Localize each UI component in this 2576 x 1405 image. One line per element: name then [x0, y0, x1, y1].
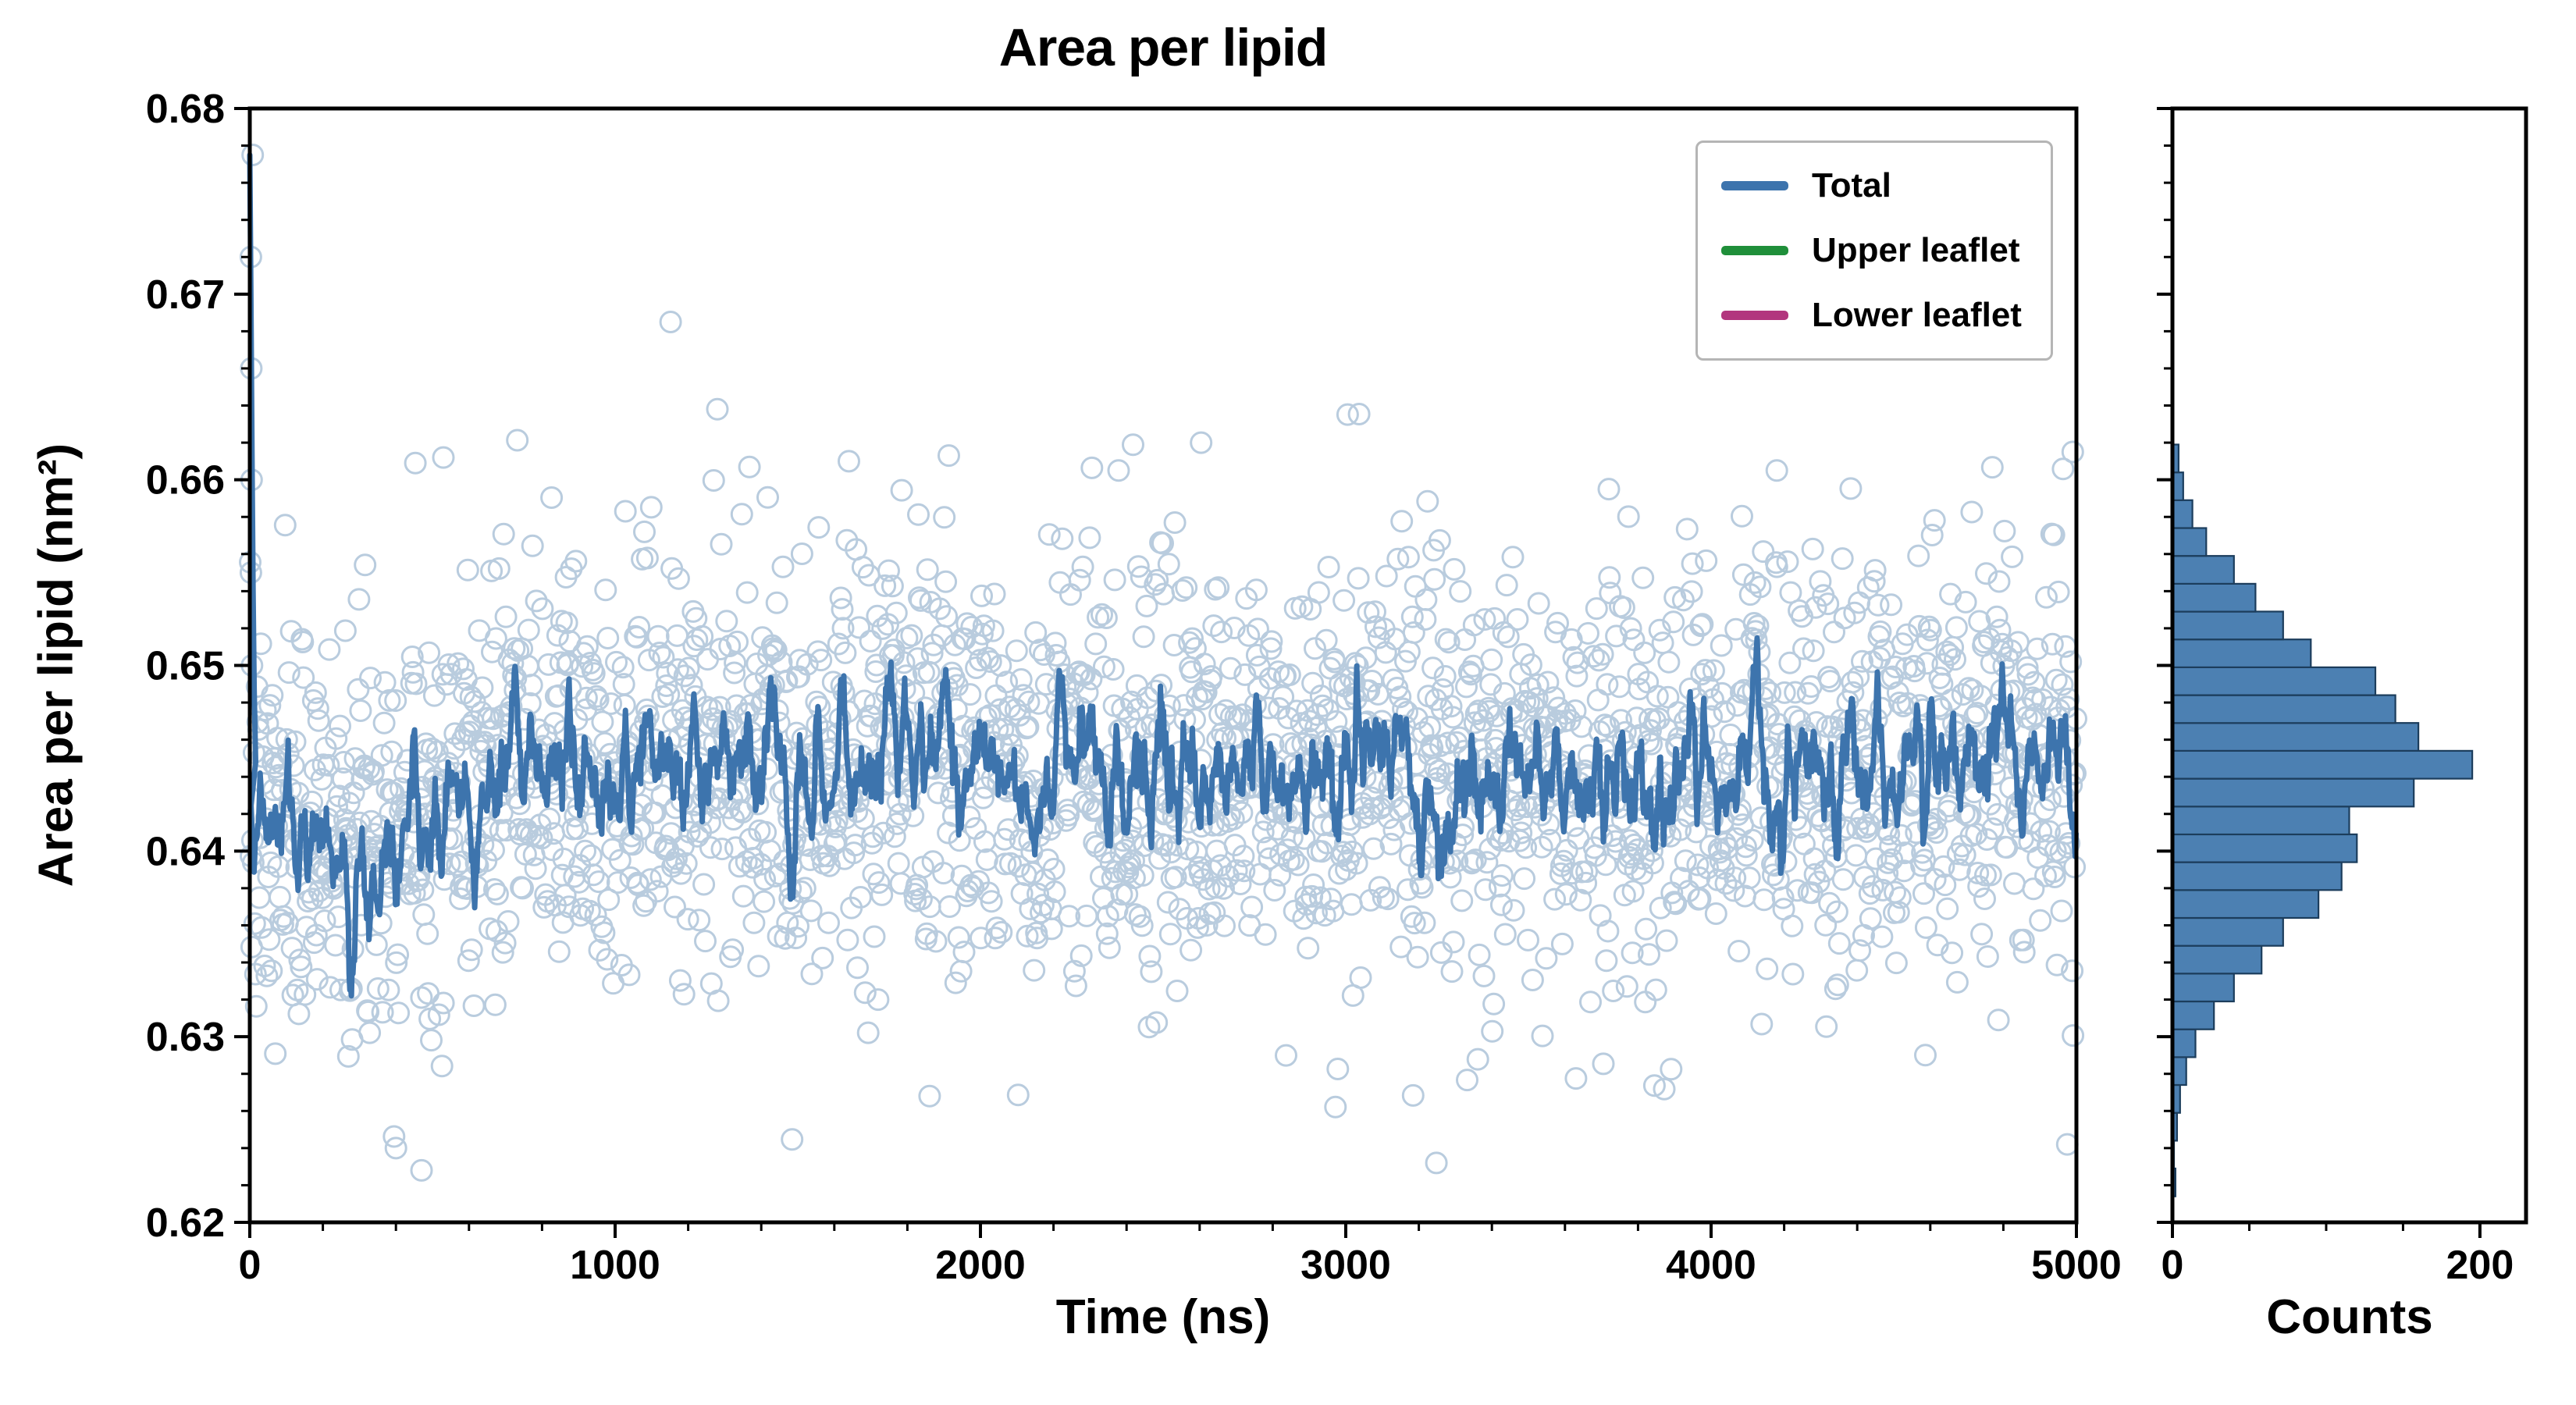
histogram-bar: [2171, 1028, 2197, 1058]
legend-item-lower-leaflet: Lower leaflet: [1721, 296, 2027, 335]
tick-label: 2000: [935, 1243, 1026, 1288]
legend-swatch-upper-leaflet: [1721, 245, 1788, 255]
x-axis-label-hist: Counts: [2266, 1290, 2433, 1344]
tick-label: 0: [239, 1243, 262, 1288]
histogram-bar: [2171, 889, 2320, 919]
tick-label: 0.68: [146, 87, 225, 132]
legend-item-total: Total: [1721, 166, 2027, 205]
histogram-bar: [2171, 666, 2377, 696]
x-axis-label-main: Time (ns): [1055, 1290, 1271, 1344]
histogram-bar: [2171, 944, 2263, 975]
histogram-bar: [2171, 749, 2474, 780]
tick-label: 4000: [1666, 1243, 1756, 1288]
histogram-bar: [2171, 806, 2350, 836]
histogram-bar: [2171, 777, 2415, 808]
histogram-bar: [2171, 527, 2208, 557]
histogram-bar: [2171, 973, 2235, 1003]
legend-label-lower-leaflet: Lower leaflet: [1812, 295, 2022, 334]
histogram-bar: [2171, 833, 2358, 863]
legend: Total Upper leaflet Lower leaflet: [1695, 140, 2053, 361]
histogram-bar: [2171, 638, 2312, 669]
tick-label: 5000: [2031, 1243, 2122, 1288]
tick-label: 0.67: [146, 272, 225, 318]
legend-swatch-lower-leaflet: [1721, 310, 1788, 320]
histogram-bar: [2171, 555, 2235, 585]
legend-item-upper-leaflet: Upper leaflet: [1721, 231, 2027, 270]
histogram-bar: [2171, 1000, 2215, 1030]
y-axis-label-main: Area per lipid (nm²): [29, 443, 84, 887]
tick-label: 0.63: [146, 1015, 225, 1060]
tick-label: 200: [2446, 1243, 2514, 1288]
tick-label: 0.65: [146, 644, 225, 689]
tick-label: 0: [2161, 1243, 2184, 1288]
histogram-bar: [2171, 499, 2194, 529]
histogram-bar: [2171, 694, 2396, 724]
legend-label-upper-leaflet: Upper leaflet: [1812, 230, 2020, 269]
histogram-bar: [2171, 916, 2284, 947]
histogram-bar: [2171, 722, 2420, 752]
histogram-bar: [2171, 1056, 2187, 1087]
legend-label-total: Total: [1812, 166, 1891, 205]
tick-label: 0.64: [146, 829, 225, 874]
tick-label: 3000: [1300, 1243, 1391, 1288]
tick-label: 0.62: [146, 1200, 225, 1246]
histogram-bar: [2171, 582, 2257, 613]
tick-label: 1000: [570, 1243, 660, 1288]
running-mean-line: [247, 152, 2079, 999]
legend-swatch-total: [1721, 181, 1788, 191]
tick-label: 0.66: [146, 458, 225, 503]
histogram-bar: [2171, 610, 2284, 641]
chart-title: Area per lipid: [998, 18, 1329, 77]
histogram-bar: [2171, 861, 2343, 891]
